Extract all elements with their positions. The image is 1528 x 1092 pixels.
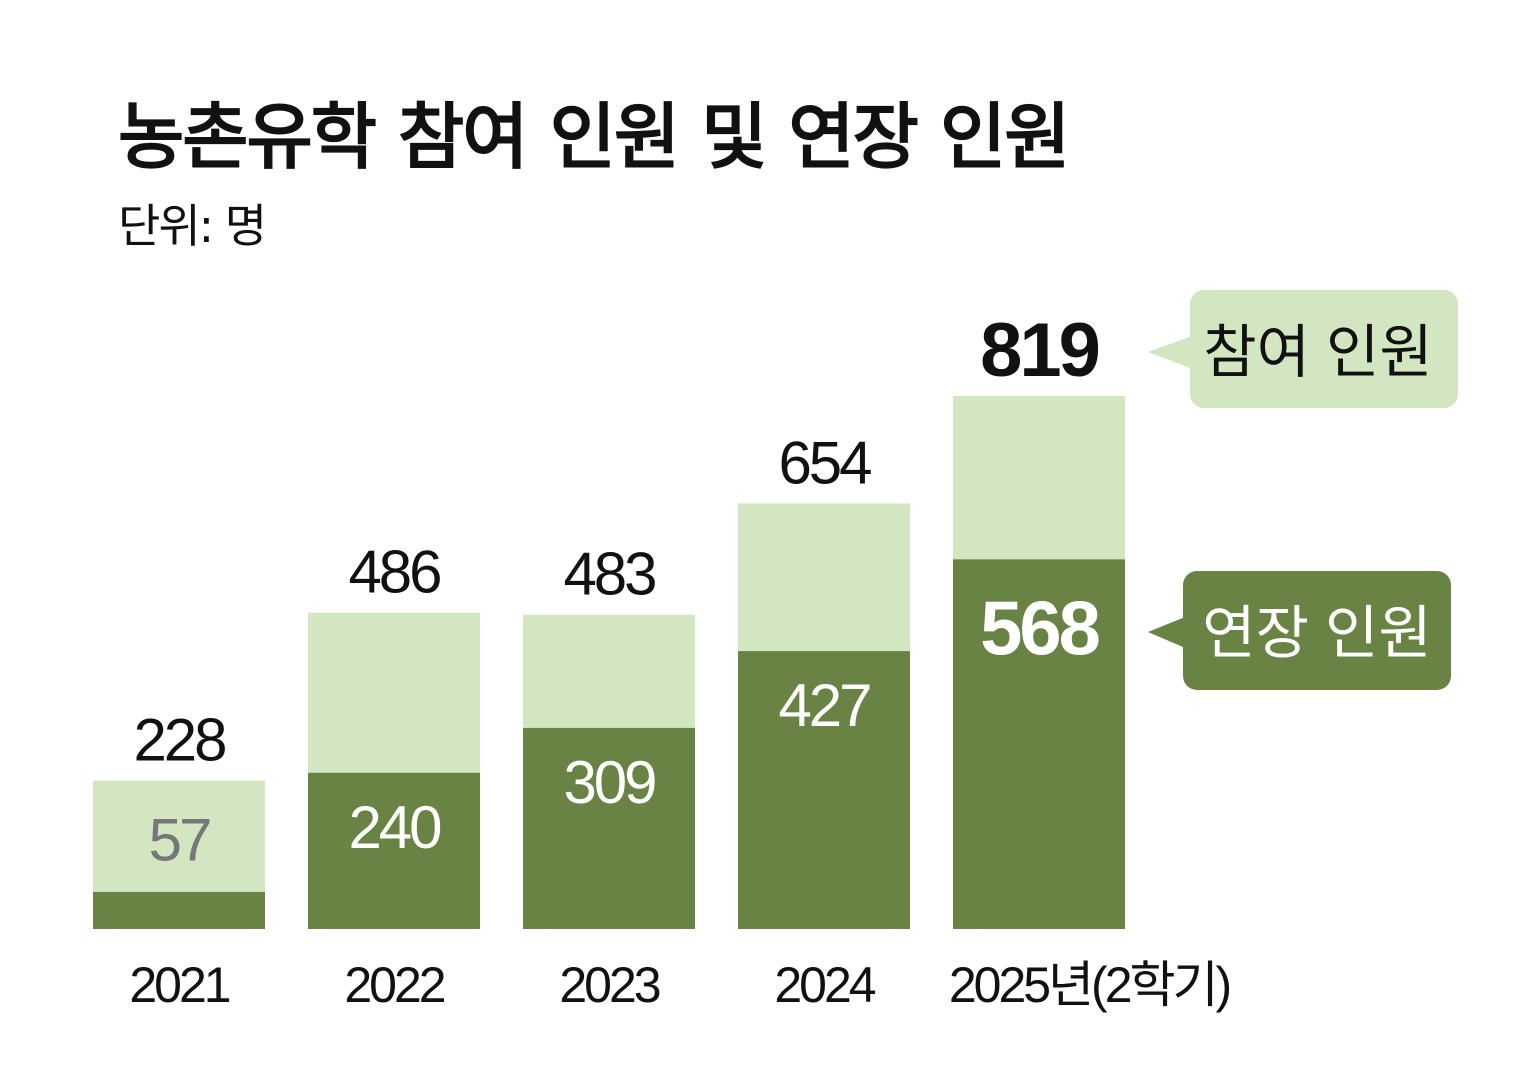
label-participants: 819: [980, 308, 1099, 393]
label-extended: 57: [149, 806, 210, 873]
label-extended: 427: [778, 672, 870, 739]
label-participants: 483: [563, 541, 655, 608]
bar-extended: [308, 772, 480, 929]
label-participants: 654: [778, 429, 871, 496]
label-extended: 240: [348, 794, 441, 861]
legend-participants-label: 참여 인원: [1203, 320, 1433, 385]
bar-extended: [523, 727, 695, 929]
bar-extended: [953, 559, 1125, 929]
label-participants: 486: [348, 539, 440, 606]
legend-participants: [1190, 290, 1458, 408]
x-tick-label: 2021: [129, 957, 229, 1013]
x-tick-label: 2024: [774, 957, 875, 1013]
chart-title: 농촌유학 참여 인원 및 연장 인원: [118, 95, 1070, 179]
label-extended: 568: [980, 586, 1099, 671]
bar-extended: [93, 891, 265, 929]
label-extended: 309: [563, 749, 655, 816]
legend-extended-label: 연장 인원: [1202, 601, 1432, 666]
x-tick-label: 2025년(2학기): [949, 957, 1230, 1013]
callout-pointer: [1148, 335, 1195, 370]
x-tick-label: 2023: [559, 957, 659, 1013]
legend-extended: [1183, 571, 1451, 690]
callout-pointer: [1148, 615, 1190, 650]
x-tick-label: 2022: [344, 957, 444, 1013]
bar-extended: [738, 651, 910, 929]
chart-unit: 단위: 명: [118, 199, 267, 253]
label-participants: 228: [133, 707, 225, 774]
